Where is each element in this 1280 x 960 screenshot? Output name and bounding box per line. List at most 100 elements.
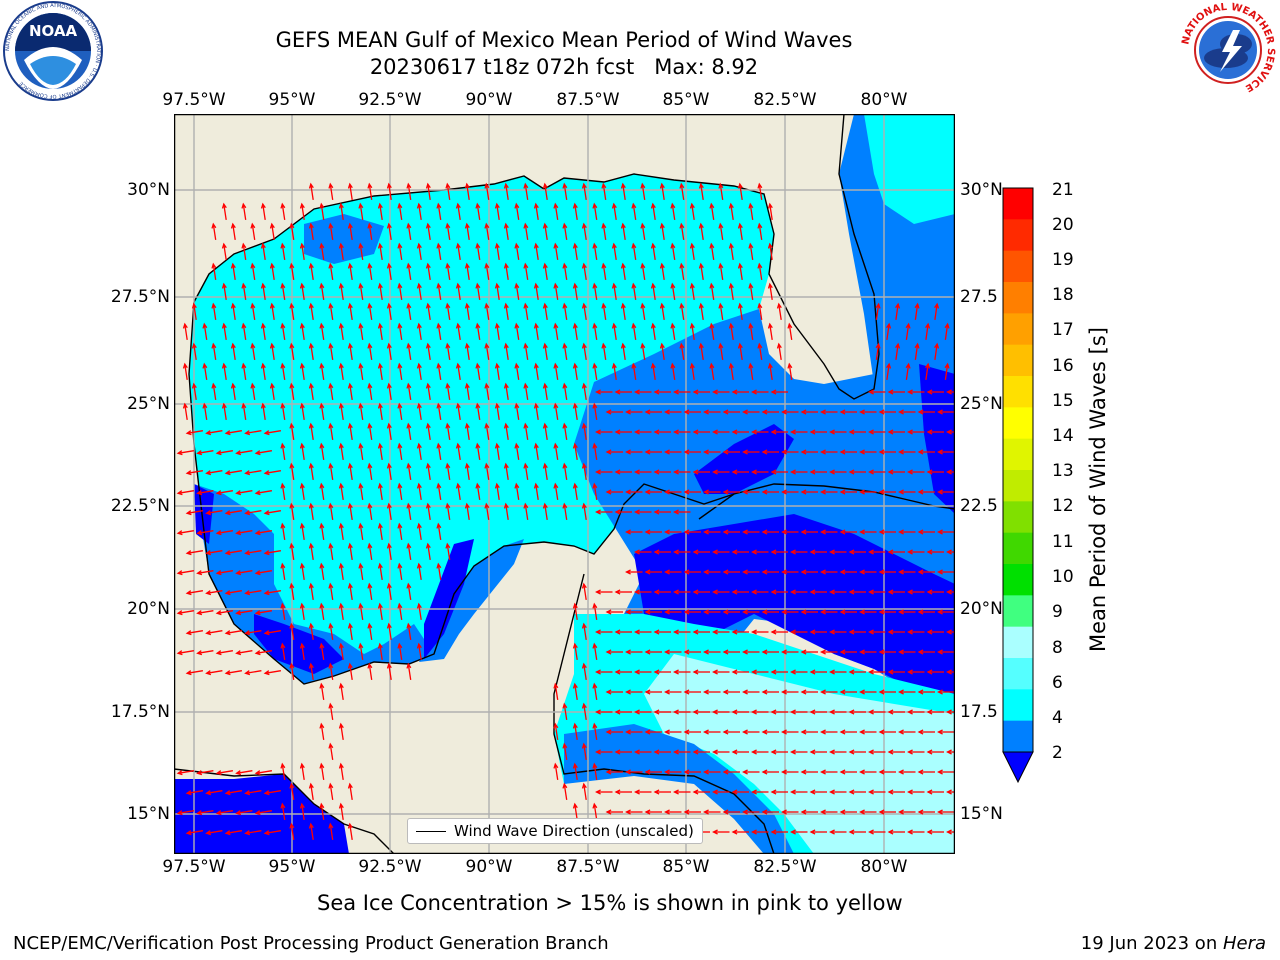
wind-arrow-head [254,610,261,616]
wind-arrow-head [887,469,894,475]
wind-arrow [485,504,490,520]
wind-arrow-head [728,362,734,369]
wind-arrow-head [319,242,325,249]
wind-arrow [554,484,559,500]
wind-arrow-head [926,669,933,675]
lon-tick-bottom: 95°W [268,857,316,877]
wind-arrow [223,404,227,420]
wind-arrow [245,510,262,514]
wind-arrow-head [614,669,621,675]
wind-arrow-head [542,302,548,309]
wind-arrow-head [595,709,601,715]
wind-arrow [544,504,548,520]
wind-arrow-head [406,382,412,389]
wind-arrow [388,264,392,280]
wind-arrow-head [581,182,587,189]
wind-arrow-head [605,689,612,695]
colorbar-segment [1003,188,1033,220]
wind-arrow-head [280,282,286,289]
wind-arrow [349,224,353,240]
wind-arrow [290,384,295,400]
wind-arrow-head [386,582,392,589]
wind-arrow-head [182,362,188,369]
wind-arrow-head [338,602,344,609]
wind-arrow-head [664,449,670,455]
wind-arrow-head [269,302,275,309]
wind-arrow [216,810,234,814]
wind-arrow-head [494,362,500,369]
wind-arrow [671,204,676,220]
wind-arrow [710,204,715,220]
wind-arrow-head [572,762,578,769]
wind-arrow [349,784,353,800]
wind-arrow [281,524,286,540]
wind-arrow [563,304,568,320]
wind-arrow-head [703,449,709,455]
wind-arrow-head [347,502,353,509]
wind-arrow [485,384,490,400]
wind-arrow-head [650,242,656,249]
wind-arrow-head [829,429,835,435]
wind-arrow [340,604,344,620]
wind-arrow-head [887,829,894,835]
wind-arrow-head [634,669,640,675]
wind-arrow-head [436,322,442,329]
wind-arrow-head [926,709,933,715]
wind-arrow [225,430,243,434]
wind-arrow-head [425,302,431,309]
wind-arrow-head [878,409,885,415]
wind-arrow [242,204,247,220]
wind-arrow-head [926,589,933,595]
lon-tick-top: 97.5°W [162,90,226,110]
wind-arrow-head [829,829,835,835]
wind-arrow-head [937,649,943,655]
wind-arrow-head [338,642,344,649]
wind-arrow-head [176,450,183,456]
wind-arrow [496,324,500,340]
wind-arrow [691,324,695,340]
wind-arrow [359,404,364,420]
wind-arrow [418,404,422,420]
wind-arrow-head [386,622,392,629]
wind-arrow-head [692,429,699,435]
wind-arrow-head [572,322,578,329]
wind-arrow [622,264,626,280]
wind-arrow-head [244,470,251,476]
wind-arrow-head [397,522,403,529]
wind-arrow [671,324,676,340]
wind-arrow-head [917,689,924,695]
legend-line-swatch [416,830,446,832]
wind-arrow [379,204,383,220]
wind-arrow [290,304,295,320]
wind-arrow-head [878,609,885,615]
wind-arrow-head [611,322,617,329]
wind-arrow [524,344,529,360]
wind-arrow-head [338,762,344,769]
wind-arrow-head [235,450,242,456]
wind-arrow-head [280,562,286,569]
wind-arrow [427,384,431,400]
wind-arrow-head [254,770,261,776]
wind-arrow-head [445,422,451,429]
wind-arrow-head [937,609,943,615]
wind-arrow-head [703,409,709,415]
wind-arrow-head [659,222,665,229]
colorbar [1002,187,1034,784]
wind-arrow-head [683,689,690,695]
wind-arrow [749,324,754,340]
wind-arrow-head [673,589,679,595]
wind-arrow-head [572,482,578,489]
colorbar-segment [1003,501,1033,534]
wind-arrow-head [839,569,846,575]
wind-arrow-head [878,689,885,695]
wind-arrow-head [328,662,334,669]
wind-arrow [340,524,344,540]
wind-arrow-head [703,569,709,575]
wind-arrow-head [328,342,334,349]
wind-arrow-head [484,342,490,349]
wind-arrow [944,324,949,340]
wind-arrow-head [664,649,670,655]
wind-arrow [407,584,412,600]
wind-arrow [632,204,637,220]
wind-arrow-head [673,749,679,755]
